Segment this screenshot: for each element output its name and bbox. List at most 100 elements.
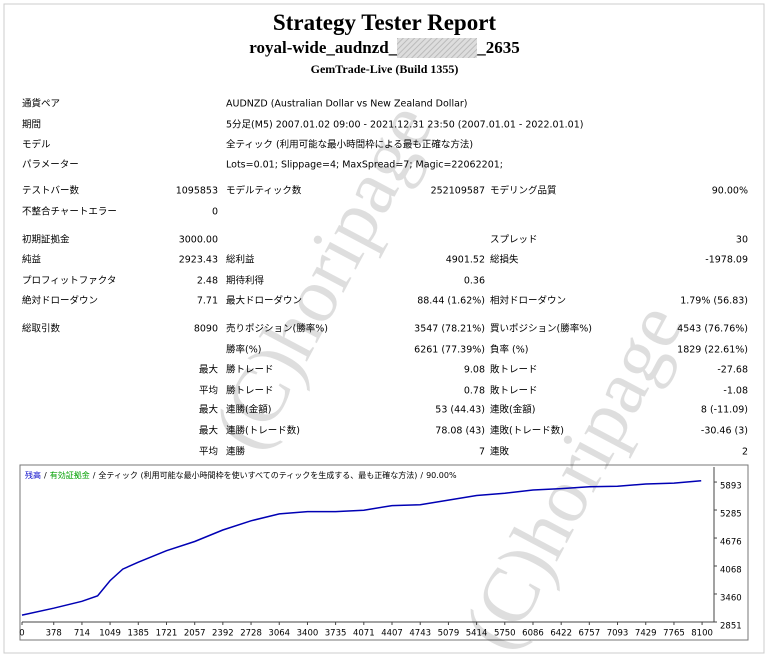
stat-label: 絶対ドローダウン bbox=[22, 295, 98, 307]
stat-label: 総損失 bbox=[490, 254, 519, 266]
stat-label: 初期証拠金 bbox=[22, 234, 70, 246]
stat-value: 252109587 bbox=[431, 186, 485, 197]
stat-value: 1829 (22.61%) bbox=[677, 345, 748, 356]
x-tick-label: 3064 bbox=[268, 629, 290, 639]
stat-label: 相対ドローダウン bbox=[490, 295, 566, 307]
chart-frame bbox=[19, 464, 749, 641]
stat-label: 総利益 bbox=[226, 254, 255, 266]
info-label: パラメーター bbox=[22, 160, 79, 171]
stat-label: テストバー数 bbox=[22, 185, 80, 197]
stat-label: 連敗(金額) bbox=[490, 404, 535, 416]
x-tick-label: 3735 bbox=[325, 629, 347, 639]
name-start: royal-wide_audnzd_ bbox=[249, 38, 398, 57]
stat-value: 90.00% bbox=[712, 186, 748, 197]
stat-value: 3000.00 bbox=[179, 235, 218, 246]
stat-value: 0.36 bbox=[464, 276, 485, 287]
stat-label: 勝トレード bbox=[226, 364, 274, 376]
page-border bbox=[3, 3, 765, 654]
stat-label: 敗トレード bbox=[490, 364, 538, 376]
stat-label: モデルティック数 bbox=[226, 185, 302, 197]
info-value: AUDNZD (Australian Dollar vs New Zealand… bbox=[226, 99, 468, 110]
y-tick-label: 5285 bbox=[720, 510, 742, 520]
stat-value: 4901.52 bbox=[446, 255, 485, 266]
stat-value: 7 bbox=[479, 447, 485, 458]
stat-value: 9.08 bbox=[464, 365, 485, 376]
stat-label: モデリング品質 bbox=[490, 185, 557, 197]
title: Strategy Tester Report bbox=[272, 10, 497, 35]
stat-label: 連敗(トレード数) bbox=[490, 425, 564, 437]
legend-separator: / bbox=[44, 471, 47, 480]
stat-value: 1095853 bbox=[176, 186, 218, 197]
stat-value: -27.68 bbox=[717, 365, 748, 376]
stat-label: 不整合チャートエラー bbox=[22, 206, 117, 218]
stat-value: 30 bbox=[736, 235, 748, 246]
stat-value: 0.78 bbox=[464, 386, 485, 397]
x-tick-label: 6757 bbox=[578, 629, 600, 639]
stat-value: 4543 (76.76%) bbox=[677, 324, 748, 335]
x-tick-label: 714 bbox=[74, 629, 90, 639]
y-tick-label: 5893 bbox=[720, 482, 742, 492]
x-tick-label: 1385 bbox=[127, 629, 149, 639]
stat-value: 2 bbox=[742, 447, 748, 458]
stat-value: 2923.43 bbox=[179, 255, 218, 266]
legend-balance: 残高 bbox=[25, 470, 41, 480]
x-tick-label: 7765 bbox=[663, 629, 685, 639]
stat-label: 総取引数 bbox=[22, 323, 61, 335]
stat-label: 最大ドローダウン bbox=[226, 295, 302, 307]
x-tick-label: 7093 bbox=[607, 629, 629, 639]
y-tick-label: 3460 bbox=[720, 593, 742, 603]
x-tick-label: 4071 bbox=[353, 629, 375, 639]
stat-label: 期待利得 bbox=[226, 275, 265, 287]
x-tick-label: 4407 bbox=[381, 629, 403, 639]
stat-value: 7.71 bbox=[197, 296, 218, 307]
x-tick-label: 4743 bbox=[409, 629, 431, 639]
stat-value: 8090 bbox=[194, 324, 218, 335]
stat-value: 最大 bbox=[199, 404, 219, 416]
stat-value: 0 bbox=[212, 207, 218, 218]
redacted bbox=[397, 38, 478, 58]
x-tick-label: 5079 bbox=[438, 629, 460, 639]
info-label: 期間 bbox=[22, 120, 41, 131]
stat-label: スプレッド bbox=[490, 235, 538, 246]
stat-label: プロフィットファクタ bbox=[22, 276, 116, 287]
stat-value: 53 (44.43) bbox=[435, 405, 485, 416]
stat-value: 88.44 (1.62%) bbox=[417, 296, 485, 307]
stat-value: 1.79% (56.83) bbox=[680, 296, 748, 307]
info-label: モデル bbox=[22, 139, 51, 151]
stat-label: 連敗 bbox=[490, 446, 510, 458]
legend-model: 全ティック (利用可能な最小時間枠を使いすべてのティックを生成する、最も正確な方… bbox=[98, 470, 417, 480]
name-end: _2635 bbox=[477, 38, 520, 57]
x-tick-label: 2392 bbox=[212, 629, 234, 639]
stat-value: 8 (-11.09) bbox=[701, 405, 748, 416]
x-tick-label: 0 bbox=[19, 629, 24, 639]
stat-label: 連勝(金額) bbox=[226, 404, 271, 416]
stat-value: -30.46 (3) bbox=[701, 426, 748, 437]
x-tick-label: 6086 bbox=[522, 629, 544, 639]
stat-label: 負率 (%) bbox=[490, 344, 528, 356]
x-tick-label: 2728 bbox=[240, 629, 262, 639]
y-tick-label: 4068 bbox=[720, 566, 742, 576]
stat-label: 敗トレード bbox=[490, 385, 538, 397]
stat-label: 売りポジション(勝率%) bbox=[226, 323, 328, 335]
stat-value: 3547 (78.21%) bbox=[414, 324, 485, 335]
stat-value: 6261 (77.39%) bbox=[414, 345, 485, 356]
x-tick-label: 5414 bbox=[466, 629, 488, 639]
stat-value: 78.08 (43) bbox=[435, 426, 485, 437]
info-label: 通貨ペア bbox=[22, 98, 60, 110]
x-tick-label: 3400 bbox=[297, 629, 319, 639]
redacted-box bbox=[397, 38, 478, 58]
legend-quality: 90.00% bbox=[426, 471, 457, 480]
x-tick-label: 8100 bbox=[691, 629, 713, 639]
x-tick-label: 378 bbox=[46, 629, 62, 639]
stat-label: 連勝 bbox=[226, 446, 246, 458]
stat-value: -1.08 bbox=[723, 386, 748, 397]
x-tick-label: 2057 bbox=[184, 629, 206, 639]
stat-value: 平均 bbox=[199, 446, 218, 458]
x-tick-label: 1721 bbox=[156, 629, 178, 639]
stat-value: -1978.09 bbox=[705, 255, 748, 266]
info-value: 全ティック (利用可能な最小時間枠による最も正確な方法) bbox=[226, 139, 473, 151]
stat-value: 最大 bbox=[199, 364, 219, 376]
balance-line bbox=[21, 479, 702, 616]
